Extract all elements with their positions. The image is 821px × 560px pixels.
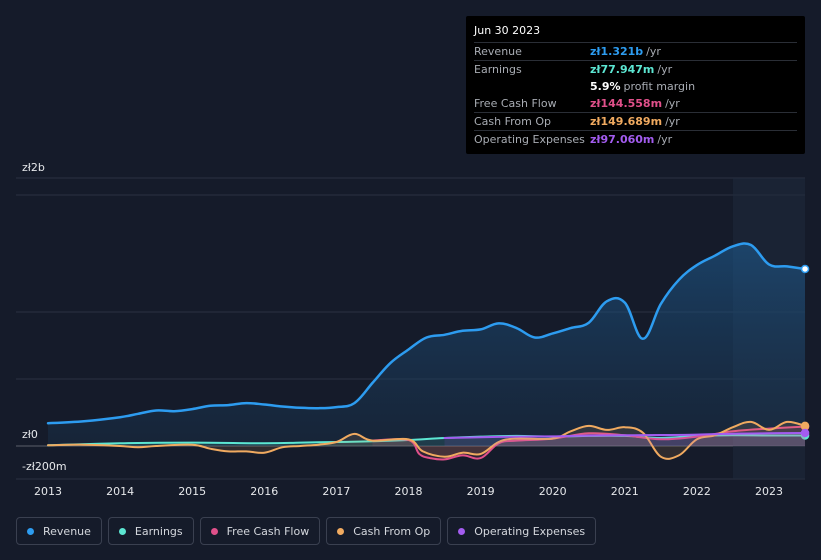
legend-label: Free Cash Flow (226, 524, 310, 538)
tooltip-row-value: zł97.060m (590, 133, 655, 146)
cash-from-op-endpoint (800, 421, 810, 431)
x-tick-label: 2017 (322, 485, 350, 498)
legend-dot-icon (210, 527, 218, 535)
x-tick-label: 2019 (467, 485, 495, 498)
legend-item-operating-expenses[interactable]: Operating Expenses (447, 517, 597, 545)
revenue-line (46, 242, 807, 425)
tooltip-row-value: zł149.689m (590, 115, 663, 128)
legend-dot-icon (458, 527, 466, 535)
x-tick-label: 2016 (250, 485, 278, 498)
series-layer (46, 242, 810, 461)
cash-from-op-area (48, 421, 806, 459)
cash-from-op-line (47, 420, 806, 460)
tooltip-row-unit: /yr (646, 45, 661, 58)
tooltip-rows: Revenue zł1.321b/yr Earnings zł77.947m/yr 5.… (474, 42, 797, 148)
x-tick-label: 2020 (539, 485, 567, 498)
x-tick-label: 2013 (34, 485, 62, 498)
legend-label: Cash From Op (353, 524, 431, 538)
tooltip-row-unit: /yr (665, 115, 680, 128)
tooltip-row-label: Revenue (474, 45, 522, 58)
operating-expenses-area (444, 433, 806, 446)
y-axis-top-label: zł2b (22, 161, 45, 174)
tooltip-row: Earnings zł77.947m/yr (474, 60, 797, 78)
revenue-area (48, 243, 806, 446)
x-tick-label: 2022 (683, 485, 711, 498)
axis-layer: zł2b zł0 -zł200m (22, 161, 67, 473)
tooltip-row-label: Free Cash Flow (474, 97, 557, 110)
tooltip-row-label: Earnings (474, 63, 522, 76)
tooltip-row: Operating Expenses zł97.060m/yr (474, 130, 797, 148)
operating-expenses-endpoint (800, 428, 810, 438)
legend-label: Revenue (43, 524, 91, 538)
revenue-endpoint (800, 264, 810, 274)
tooltip-date: Jun 30 2023 (474, 24, 541, 37)
x-tick-label: 2021 (611, 485, 639, 498)
free-cash-flow-area (372, 426, 806, 460)
tooltip-row-label (474, 78, 590, 95)
tooltip-row-label: Operating Expenses (474, 133, 585, 146)
tooltip-row: Revenue zł1.321b/yr (474, 42, 797, 60)
y-axis-bottom-label: -zł200m (22, 460, 67, 473)
x-axis-ticks: 2013 2014 2015 2016 2017 2018 2019 2020 2021 2022… (34, 485, 783, 498)
x-tick-label: 2023 (755, 485, 783, 498)
tooltip-row-unit: profit margin (623, 80, 696, 93)
y-axis-zero-label: zł0 (22, 428, 38, 441)
x-tick-label: 2015 (178, 485, 206, 498)
tooltip-panel: Jun 30 2023 Revenue zł1.321b/yr Earnings zł… (466, 16, 805, 154)
legend-dot-icon (27, 527, 34, 535)
tooltip-row-value: zł144.558m (590, 97, 663, 110)
tooltip-row-unit: /yr (657, 63, 673, 76)
legend-label: Operating Expenses (474, 524, 586, 538)
x-tick-label: 2014 (106, 485, 134, 498)
tooltip-row-label: Cash From Op (474, 115, 552, 128)
legend-item-free-cash-flow[interactable]: Free Cash Flow (199, 517, 321, 545)
legend-dot-icon (337, 527, 345, 535)
legend-item-earnings[interactable]: Earnings (107, 517, 194, 545)
legend-item-cash-from-op[interactable]: Cash From Op (326, 517, 442, 545)
tooltip-row-unit: /yr (657, 133, 673, 146)
tooltip-row-value: zł77.947m (590, 63, 655, 76)
tooltip-row: Free Cash Flow zł144.558m/yr (474, 95, 797, 112)
chart-legend: Revenue Earnings Free Cash Flow Cash From O… (16, 517, 597, 545)
tooltip-row: Cash From Op zł149.689m/yr (474, 112, 797, 130)
tooltip-row-unit: /yr (665, 97, 680, 110)
legend-item-revenue[interactable]: Revenue (16, 517, 102, 545)
tooltip-row-value: zł1.321b (590, 45, 644, 58)
x-tick-label: 2018 (395, 485, 423, 498)
tooltip-row-value: 5.9% (590, 80, 621, 93)
legend-dot-icon (118, 527, 126, 535)
legend-label: Earnings (134, 524, 183, 538)
operating-expenses-line (443, 432, 806, 439)
tooltip-row: 5.9% profit margin (474, 78, 797, 95)
